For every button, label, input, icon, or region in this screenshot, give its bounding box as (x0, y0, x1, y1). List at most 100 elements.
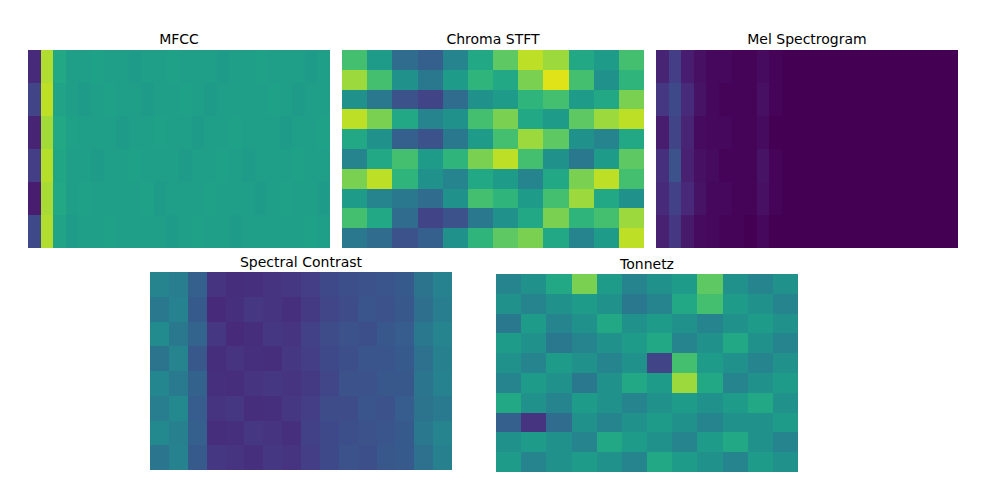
heatmap-cell (217, 182, 230, 216)
heatmap-cell (207, 346, 226, 371)
heatmap-cell (320, 272, 339, 297)
heatmap-cell (757, 182, 770, 216)
heatmap-cell (521, 432, 547, 452)
heatmap-cell (468, 90, 494, 110)
heatmap-cell (154, 83, 167, 117)
heatmap-cell (757, 83, 770, 117)
heatmap-cell (282, 396, 301, 421)
heatmap-cell (414, 396, 433, 421)
heatmap-cell (769, 116, 782, 150)
heatmap-cell (521, 314, 547, 334)
heatmap-cell (282, 272, 301, 297)
heatmap-cell (681, 83, 694, 117)
heatmap-cell (169, 421, 188, 446)
heatmap-cell (104, 215, 117, 248)
heatmap-cell (188, 371, 207, 396)
heatmap-cell (217, 83, 230, 117)
heatmap-cell (229, 50, 242, 84)
heatmap-cell (594, 50, 620, 70)
heatmap-cell (594, 149, 620, 169)
heatmap-cell (207, 272, 226, 297)
heatmap-cell (933, 215, 946, 248)
heatmap-cell (569, 208, 595, 228)
figure: MFCCChroma STFTMel SpectrogramSpectral C… (0, 0, 989, 494)
heatmap-cell (217, 50, 230, 84)
heatmap-cell (647, 294, 673, 314)
heatmap-cell (339, 445, 358, 470)
heatmap-cell (782, 215, 795, 248)
heatmap-cell (773, 333, 798, 353)
heatmap-cell (920, 116, 933, 150)
heatmap-cell (255, 116, 268, 150)
heatmap-cell (263, 396, 282, 421)
heatmap-cell (518, 189, 544, 209)
heatmap-cell (757, 116, 770, 150)
heatmap-cell (229, 149, 242, 183)
heatmap-cell (305, 215, 318, 248)
heatmap-cell (244, 421, 263, 446)
heatmap-cell (129, 182, 142, 216)
heatmap-cell (706, 149, 719, 183)
heatmap-cell (908, 50, 921, 84)
heatmap-cell (518, 208, 544, 228)
heatmap-cell (244, 371, 263, 396)
heatmap-cell (292, 182, 305, 216)
heatmap-cell (594, 228, 620, 248)
heatmap-cell (933, 83, 946, 117)
heatmap-cell (933, 182, 946, 216)
heatmap-cell (395, 421, 414, 446)
heatmap-cell (267, 50, 280, 84)
heatmap-cell (744, 83, 757, 117)
heatmap-cell (292, 83, 305, 117)
heatmap-cell (622, 274, 648, 294)
heatmap-cell (622, 333, 648, 353)
heatmap-cell (154, 50, 167, 84)
heatmap-cell (367, 189, 393, 209)
heatmap-cell (418, 169, 444, 189)
heatmap-cell (188, 421, 207, 446)
heatmap-cell (244, 445, 263, 470)
heatmap-cell (305, 116, 318, 150)
heatmap-cell (569, 189, 595, 209)
heatmap-cell (496, 393, 522, 413)
heatmap-cell (744, 149, 757, 183)
heatmap-cell (493, 208, 519, 228)
heatmap-cell (622, 373, 648, 393)
heatmap-cell (832, 149, 845, 183)
heatmap-cell (188, 445, 207, 470)
heatmap-cell (857, 149, 870, 183)
heatmap-cell (414, 346, 433, 371)
heatmap-cell (367, 90, 393, 110)
heatmap-cell (468, 228, 494, 248)
heatmap-cell (543, 50, 569, 70)
heatmap-cell (53, 215, 66, 248)
heatmap-cell (392, 189, 418, 209)
heatmap-cell (723, 314, 749, 334)
heatmap-cell (179, 182, 192, 216)
heatmap-cell (748, 452, 774, 472)
heatmap-cell (748, 353, 774, 373)
heatmap-cell (339, 421, 358, 446)
heatmap-cell (619, 228, 644, 248)
heatmap-cell (945, 116, 958, 150)
heatmap-cell (807, 182, 820, 216)
heatmap-cell (443, 90, 469, 110)
heatmap-cell (619, 129, 644, 149)
heatmap-cell (468, 149, 494, 169)
heatmap-cell (521, 373, 547, 393)
heatmap-cell (543, 189, 569, 209)
heatmap-cell (908, 149, 921, 183)
heatmap-cell (820, 182, 833, 216)
heatmap-cell (820, 50, 833, 84)
heatmap-cell (443, 70, 469, 90)
heatmap-cell (468, 129, 494, 149)
heatmap-cell (832, 50, 845, 84)
heatmap-cell (895, 116, 908, 150)
heatmap-cell (116, 116, 129, 150)
heatmap-cell (91, 149, 104, 183)
heatmap-cell (794, 83, 807, 117)
heatmap-cell (521, 452, 547, 472)
heatmap-cell (367, 109, 393, 129)
heatmap-cell (263, 322, 282, 347)
heatmap-cell (28, 83, 41, 117)
